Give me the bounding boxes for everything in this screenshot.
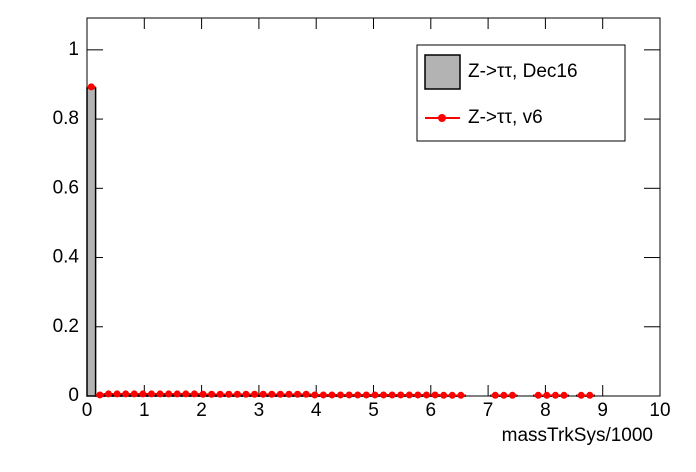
data-point — [96, 391, 104, 399]
x-tick-label: 10 — [649, 400, 670, 421]
data-point — [259, 390, 267, 398]
x-tick-label: 1 — [139, 400, 150, 421]
data-point — [302, 390, 310, 398]
data-point — [423, 391, 431, 399]
data-point — [182, 390, 190, 398]
data-point — [311, 391, 319, 399]
data-point — [440, 391, 448, 399]
data-point — [577, 391, 585, 399]
data-point — [371, 391, 379, 399]
legend-label: Z->ττ, v6 — [468, 107, 543, 128]
histogram-bar — [86, 87, 97, 397]
y-tick-label: 1 — [68, 39, 79, 60]
x-tick-label: 2 — [196, 400, 207, 421]
data-point — [362, 391, 370, 399]
data-point — [147, 390, 155, 398]
data-point — [285, 390, 293, 398]
x-tick-label: 4 — [311, 400, 322, 421]
legend-marker — [438, 114, 446, 122]
y-tick-label: 0.4 — [53, 247, 80, 268]
data-point — [534, 391, 542, 399]
y-tick-label: 0.2 — [53, 316, 79, 337]
data-point — [130, 390, 138, 398]
data-point — [268, 390, 276, 398]
data-point — [405, 391, 413, 399]
data-point — [431, 391, 439, 399]
y-tick-label: 0 — [68, 385, 79, 406]
data-point — [276, 390, 284, 398]
data-point — [190, 390, 198, 398]
data-point — [122, 390, 130, 398]
data-point — [500, 391, 508, 399]
data-point — [208, 390, 216, 398]
x-tick-label: 9 — [597, 400, 608, 421]
data-point — [165, 390, 173, 398]
data-point — [113, 390, 121, 398]
data-point — [251, 390, 259, 398]
data-point — [225, 390, 233, 398]
data-point — [560, 391, 568, 399]
x-axis-label: massTrkSys/1000 — [502, 425, 653, 446]
data-point — [173, 390, 181, 398]
data-point — [448, 391, 456, 399]
data-point — [397, 391, 405, 399]
data-point — [319, 391, 327, 399]
x-tick-label: 5 — [368, 400, 379, 421]
data-point — [156, 390, 164, 398]
x-tick-label: 3 — [254, 400, 265, 421]
legend: Z->ττ, Dec16 Z->ττ, v6 — [416, 44, 626, 142]
data-point — [388, 391, 396, 399]
data-point — [233, 390, 241, 398]
data-point — [87, 83, 95, 91]
data-point — [337, 391, 345, 399]
data-point — [457, 391, 465, 399]
y-tick-label: 0.6 — [53, 177, 79, 198]
data-point — [139, 390, 147, 398]
data-point — [414, 391, 422, 399]
y-tick-label: 0.8 — [53, 108, 79, 129]
data-point — [586, 391, 594, 399]
data-point — [104, 390, 112, 398]
data-point — [543, 391, 551, 399]
data-point — [216, 390, 224, 398]
x-tick-label: 7 — [483, 400, 494, 421]
legend-swatch — [424, 54, 461, 90]
data-point — [508, 391, 516, 399]
x-tick-label: 8 — [540, 400, 551, 421]
data-point — [551, 391, 559, 399]
data-point — [380, 391, 388, 399]
data-point — [491, 391, 499, 399]
data-point — [328, 391, 336, 399]
data-point — [354, 391, 362, 399]
legend-label: Z->ττ, Dec16 — [468, 61, 578, 82]
x-tick-label: 0 — [82, 400, 93, 421]
data-point — [345, 391, 353, 399]
data-point — [294, 390, 302, 398]
x-tick-label: 6 — [426, 400, 437, 421]
data-point — [242, 390, 250, 398]
data-point — [199, 390, 207, 398]
